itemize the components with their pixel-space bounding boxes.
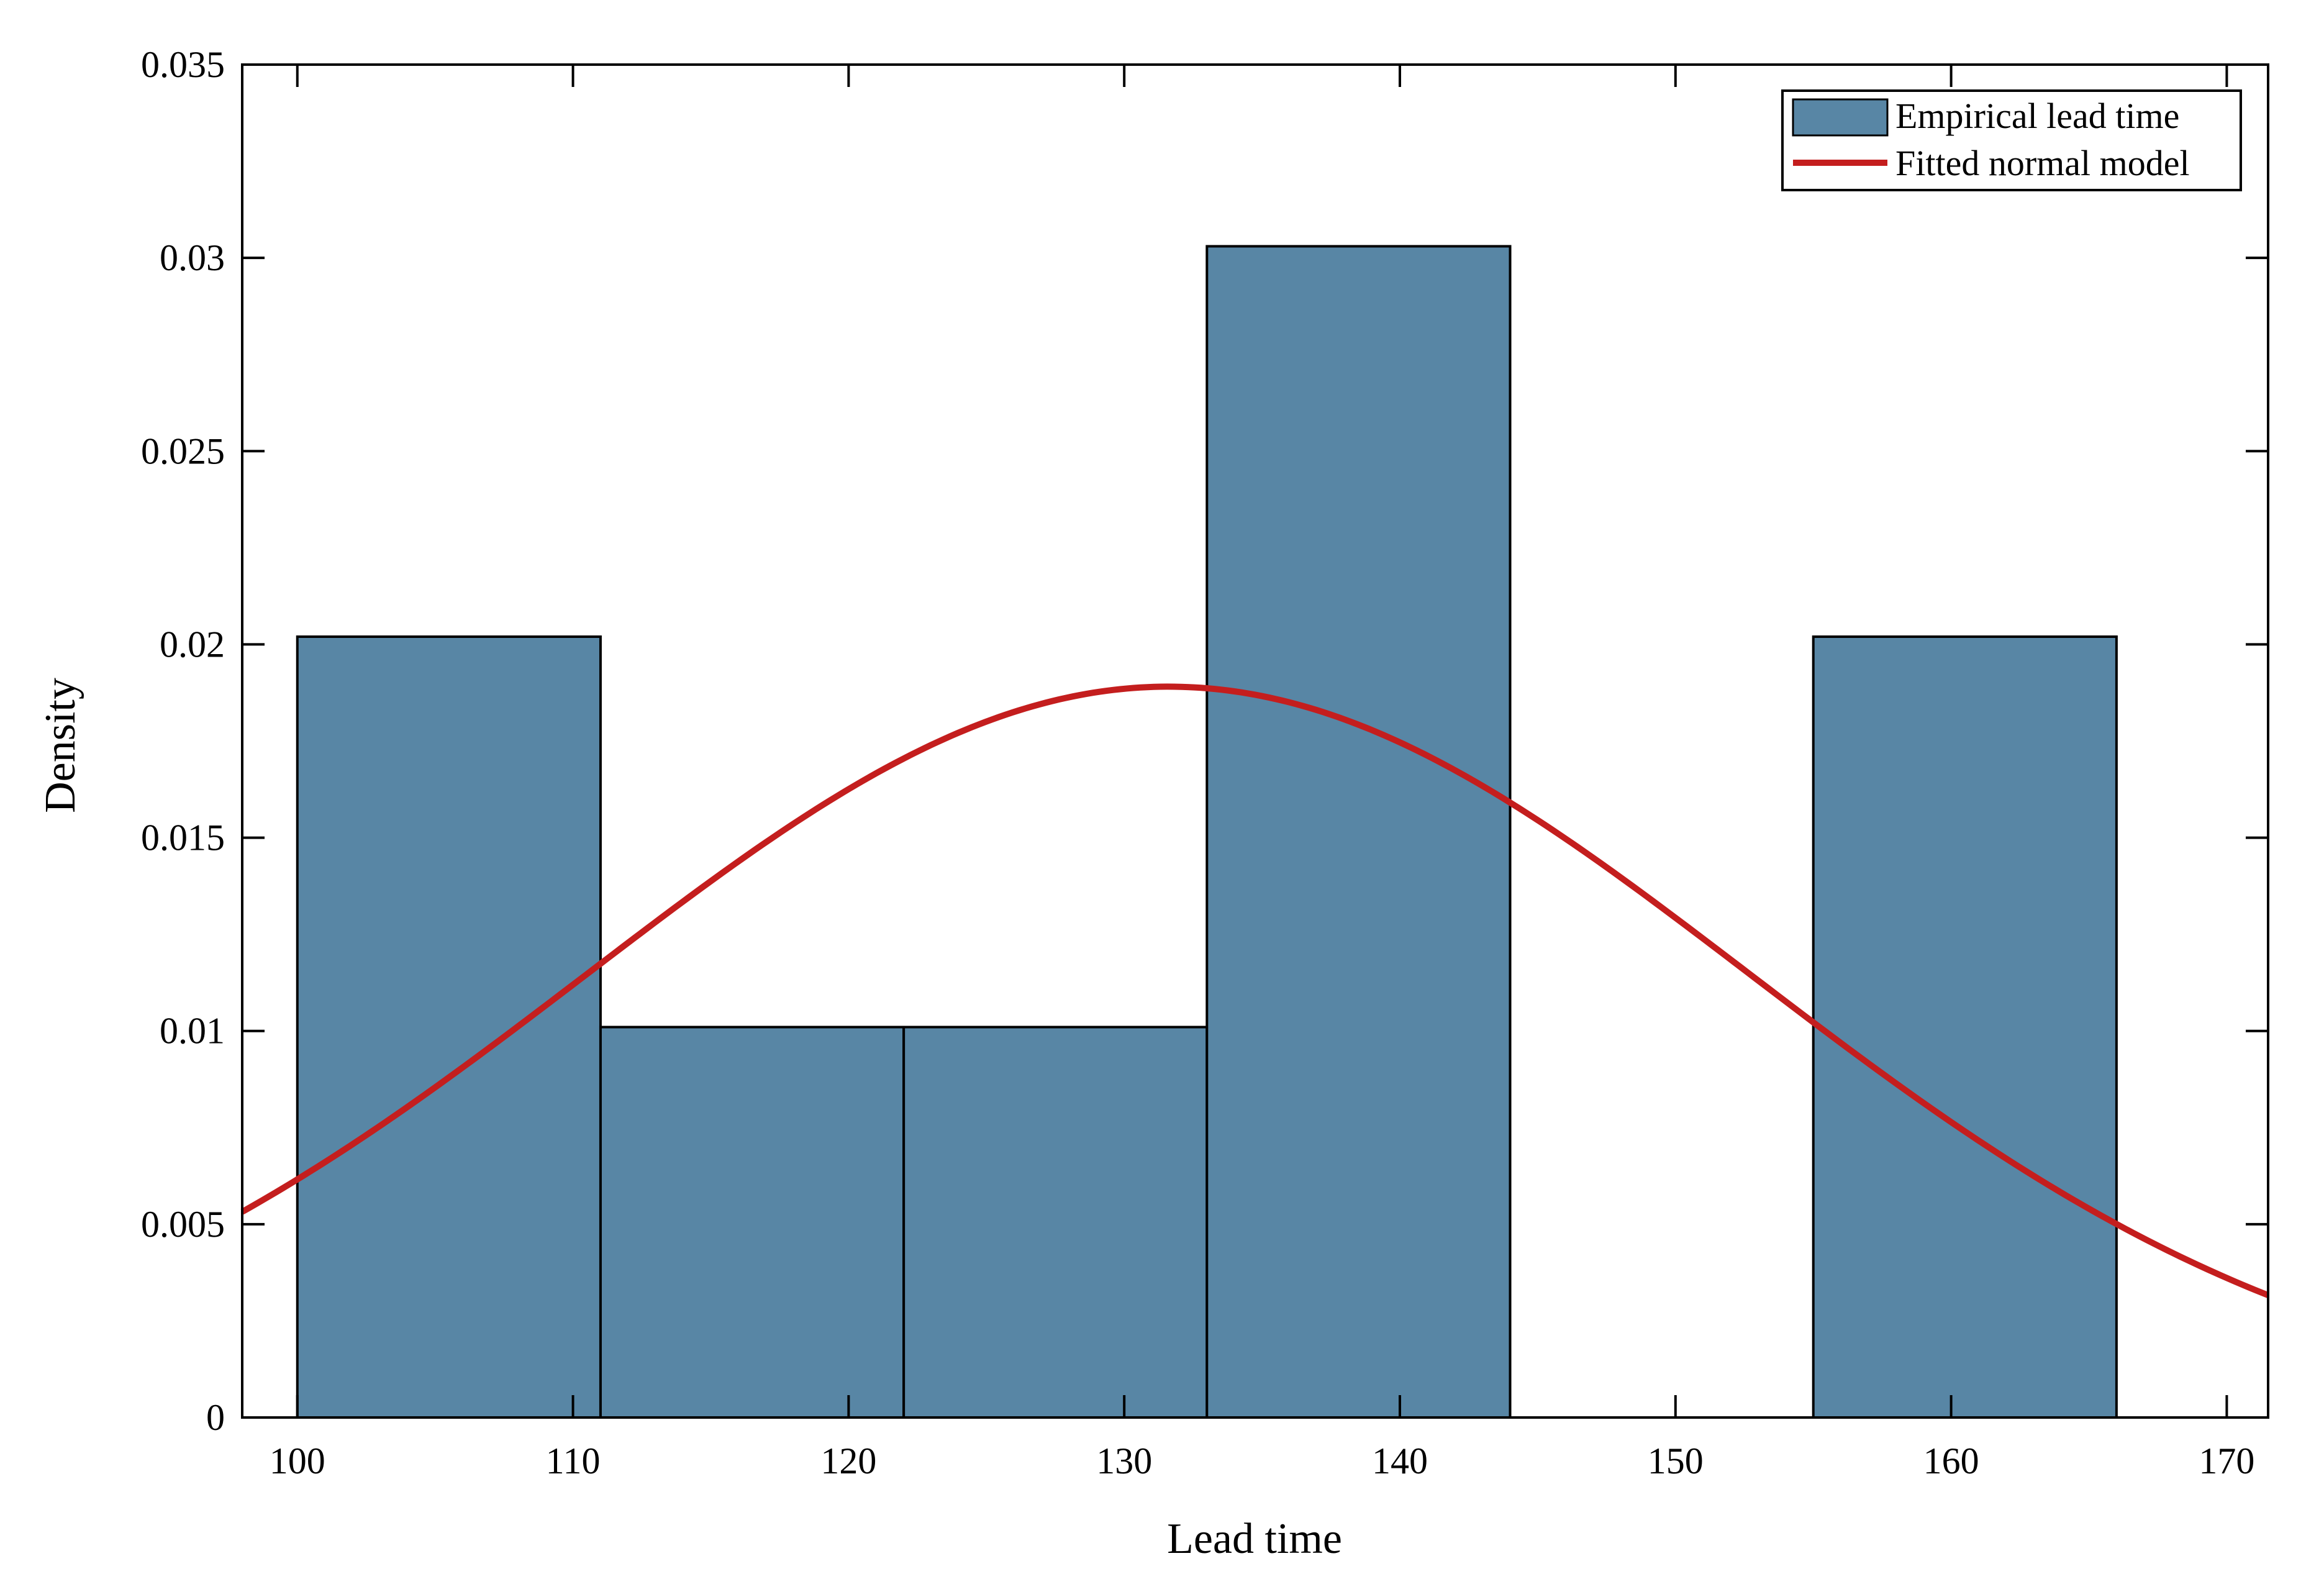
histogram-bar-5 xyxy=(1812,635,2118,1419)
x-tick-label: 160 xyxy=(1923,1440,1979,1481)
y-tick-label: 0.035 xyxy=(141,44,225,85)
legend: Empirical lead time Fitted normal model xyxy=(1781,89,2242,191)
y-tick-label: 0.03 xyxy=(160,237,225,278)
histogram-bar-2 xyxy=(902,1026,1209,1419)
x-tick-label: 150 xyxy=(1648,1440,1704,1481)
fitted-normal-curve xyxy=(240,683,2269,1298)
y-tick-label: 0.02 xyxy=(160,624,225,665)
y-tick-label: 0.025 xyxy=(141,430,225,471)
histogram-bar-1 xyxy=(599,1026,906,1419)
histogram-bar-3 xyxy=(1205,245,1512,1419)
y-tick-label: 0.01 xyxy=(160,1011,225,1052)
x-tick-label: 100 xyxy=(270,1440,325,1481)
axes-frame xyxy=(241,63,2269,1419)
y-tick-label: 0.015 xyxy=(141,817,225,858)
x-tick-label: 110 xyxy=(546,1440,601,1481)
histogram-bar-0 xyxy=(296,635,602,1419)
x-tick-label: 130 xyxy=(1096,1440,1152,1481)
x-tick-label: 120 xyxy=(820,1440,876,1481)
y-axis-label: Density xyxy=(37,678,84,813)
y-tick-label: 0 xyxy=(206,1397,225,1438)
plot-area xyxy=(240,245,2269,1419)
legend-label-histogram: Empirical lead time xyxy=(1895,96,2179,136)
legend-swatch-histogram xyxy=(1792,98,1889,137)
axes: 100 110 120 130 140 150 160 170 0 0.005 0.01 0.015 0… xyxy=(141,44,2269,1481)
x-tick-label: 170 xyxy=(2199,1440,2254,1481)
y-tick-label: 0.005 xyxy=(141,1204,225,1245)
legend-label-curve: Fitted normal model xyxy=(1895,143,2190,183)
x-axis-label: Lead time xyxy=(1167,1515,1342,1563)
x-tick-label: 140 xyxy=(1372,1440,1428,1481)
